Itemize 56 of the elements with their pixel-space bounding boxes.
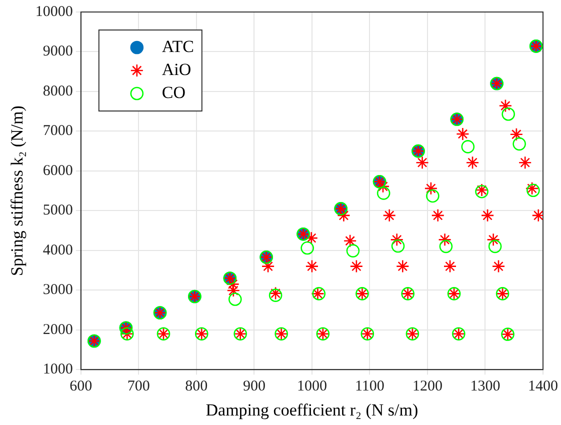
point (350, 260, 364, 273)
x-tick-label: 1100 (354, 378, 384, 395)
point (228, 292, 242, 306)
y-tick-label: 3000 (42, 282, 73, 298)
legend-label: AiO (162, 60, 192, 79)
x-tick-label: 1300 (470, 378, 500, 395)
x-tick-label: 600 (70, 378, 92, 395)
point (488, 240, 502, 254)
point (438, 233, 452, 246)
x-axis-title: Damping coefficient r₂ (N s/m) (206, 400, 418, 420)
y-tick-label: 4000 (42, 242, 73, 258)
x-tick-label: 1400 (528, 378, 558, 395)
y-tick-label: 9000 (42, 44, 73, 60)
point (346, 244, 360, 258)
y-tick-label: 1000 (42, 362, 73, 378)
point (426, 189, 440, 203)
point (382, 208, 396, 222)
point (343, 234, 357, 248)
point (502, 107, 515, 121)
y-tick-label: 5000 (42, 202, 73, 219)
point (480, 208, 494, 222)
point (300, 241, 314, 255)
point (391, 239, 405, 253)
point (456, 127, 470, 141)
point (486, 233, 500, 246)
point (424, 182, 438, 196)
point (510, 128, 524, 142)
point (390, 233, 404, 246)
point (305, 260, 319, 273)
point (461, 140, 475, 154)
x-tick-label: 700 (127, 378, 150, 395)
point (431, 208, 445, 222)
point (492, 260, 506, 273)
point (443, 260, 457, 273)
x-tick-label: 1200 (412, 378, 442, 395)
y-tick-label: 8000 (42, 83, 73, 100)
point (261, 260, 275, 273)
point (466, 156, 480, 170)
legend-label: CO (162, 82, 186, 102)
x-tick-label: 900 (242, 378, 266, 395)
x-tick-label: 1000 (296, 378, 327, 395)
point (416, 156, 429, 170)
point (376, 186, 390, 200)
point (512, 137, 526, 151)
x-tick-label: 800 (185, 378, 208, 395)
y-tick-label: 6000 (42, 162, 73, 179)
y-axis-title: Spring stiffness k₂ (N/m) (8, 106, 27, 276)
point (304, 231, 318, 245)
point (498, 99, 512, 112)
y-tick-label: 10000 (35, 4, 73, 20)
y-tick-label: 2000 (42, 322, 73, 338)
y-tick-label: 7000 (42, 123, 73, 140)
legend-label: ATC (162, 36, 194, 56)
point (396, 260, 410, 273)
point (439, 240, 453, 254)
point (518, 156, 532, 170)
